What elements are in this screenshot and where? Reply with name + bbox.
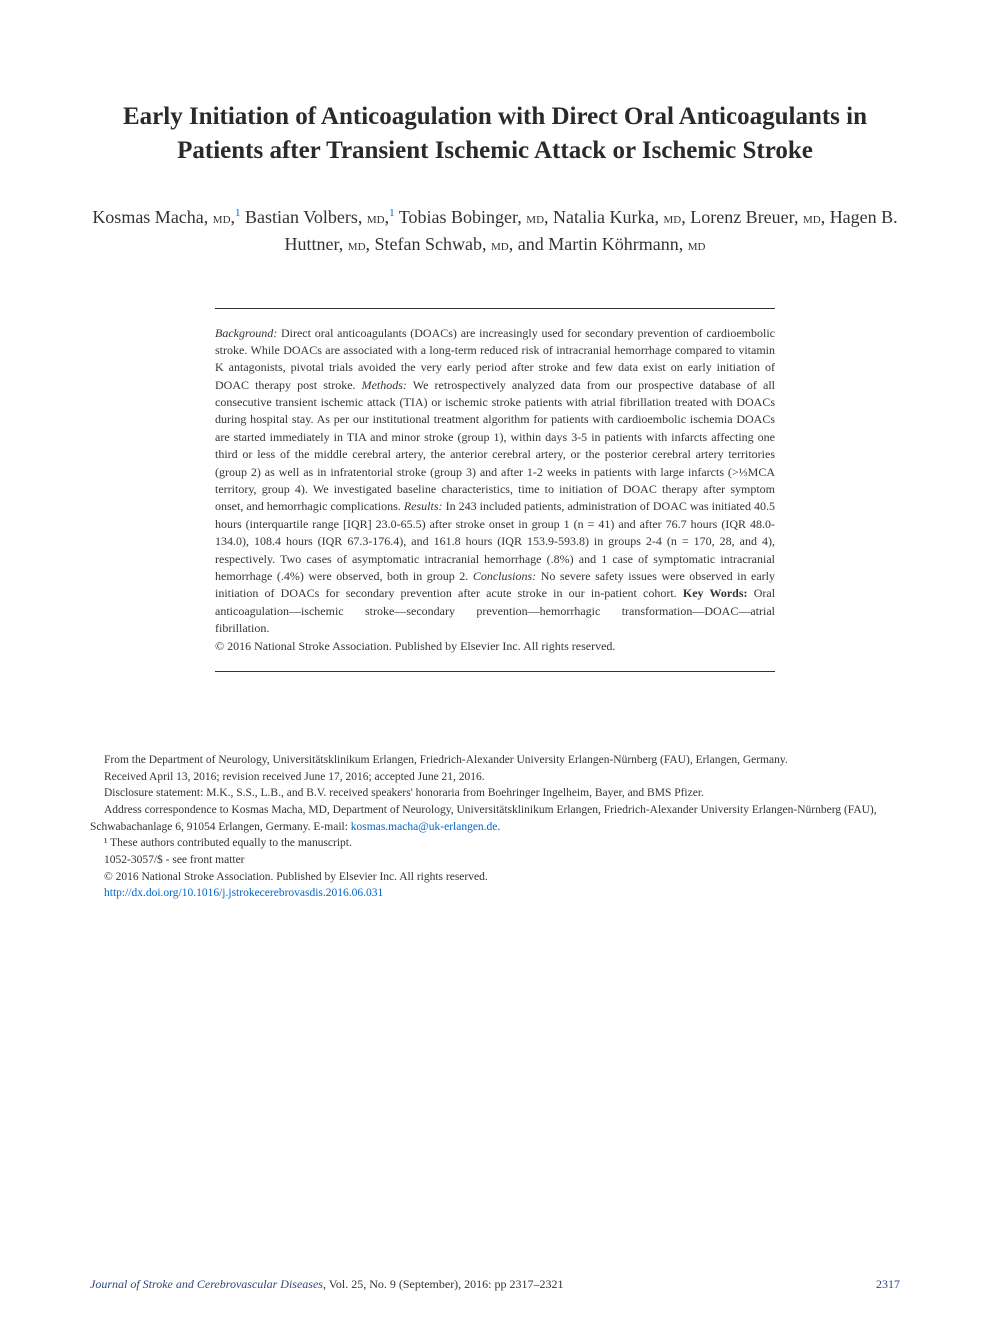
affiliation: From the Department of Neurology, Univer… [90, 752, 900, 769]
page-number: 2317 [876, 1277, 900, 1292]
received-dates: Received April 13, 2016; revision receiv… [90, 769, 900, 786]
background-label: Background: [215, 326, 277, 340]
front-matter: 1052-3057/$ - see front matter [90, 852, 900, 869]
keywords-label: Key Words: [683, 586, 748, 600]
correspondence-post: . [497, 821, 500, 833]
equal-contribution-note: ¹ These authors contributed equally to t… [90, 835, 900, 852]
journal-citation: Journal of Stroke and Cerebrovascular Di… [90, 1277, 564, 1292]
doi-line: http://dx.doi.org/10.1016/j.jstrokecereb… [90, 885, 900, 902]
volume-info: , Vol. 25, No. 9 (September), 2016: pp 2… [323, 1277, 564, 1291]
abstract-top-rule [215, 308, 775, 309]
footer-copyright: © 2016 National Stroke Association. Publ… [90, 869, 900, 886]
abstract-bottom-rule [215, 671, 775, 672]
disclosure-statement: Disclosure statement: M.K., S.S., L.B., … [90, 785, 900, 802]
correspondence: Address correspondence to Kosmas Macha, … [90, 802, 900, 835]
abstract-container: Background: Direct oral anticoagulants (… [215, 308, 775, 672]
abstract-copyright: © 2016 National Stroke Association. Publ… [215, 638, 775, 655]
article-footer: From the Department of Neurology, Univer… [90, 752, 900, 902]
methods-text: We retrospectively analyzed data from ou… [215, 378, 775, 514]
methods-label: Methods: [362, 378, 407, 392]
doi-link[interactable]: http://dx.doi.org/10.1016/j.jstrokecereb… [104, 887, 383, 899]
journal-name: Journal of Stroke and Cerebrovascular Di… [90, 1277, 323, 1291]
results-label: Results: [404, 499, 443, 513]
correspondence-email-link[interactable]: kosmas.macha@uk-erlangen.de [351, 821, 498, 833]
article-title: Early Initiation of Anticoagulation with… [90, 100, 900, 168]
page-footer: Journal of Stroke and Cerebrovascular Di… [90, 1277, 900, 1292]
author-list: Kosmas Macha, md,1 Bastian Volbers, md,1… [90, 204, 900, 258]
conclusions-label: Conclusions: [473, 569, 536, 583]
abstract-text: Background: Direct oral anticoagulants (… [215, 325, 775, 638]
